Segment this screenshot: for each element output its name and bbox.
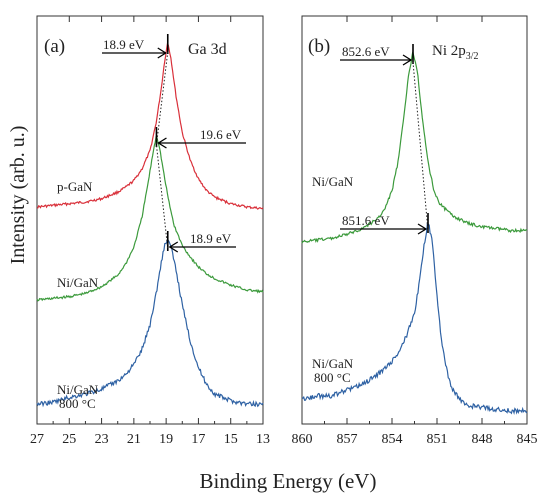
- peak-arrow-head: [168, 241, 179, 253]
- panel-a: (a) Ga 3d 27 25 23 21 19 17 15 13 p-GaN Ni/GaN Ni…: [30, 15, 270, 447]
- peak-arrow-head: [402, 54, 413, 66]
- panel-b-annotations: 852.6 eV 851.6 eV: [340, 44, 429, 235]
- series-label: Ni/GaN: [57, 382, 99, 397]
- peak-value-label: 851.6 eV: [342, 213, 390, 228]
- panel-b-tick-label: 857: [337, 432, 358, 447]
- panel-b-tick-label: 848: [472, 432, 493, 447]
- panel-a-ticks: 27 25 23 21 19 17 15 13: [30, 16, 270, 447]
- peak-arrow-head: [157, 137, 167, 149]
- panel-a-tick-label: 21: [127, 432, 141, 447]
- peak-arrow-head: [417, 223, 428, 235]
- panel-b-label: (b): [308, 36, 330, 57]
- series-label: 800 °C: [314, 370, 351, 385]
- panel-b-element-main: Ni 2p: [432, 43, 466, 59]
- panel-b: (b) Ni 2p3/2 860 857 854 851 848 845 Ni/GaN Ni…: [292, 15, 538, 447]
- panel-a-tick-label: 13: [256, 432, 270, 447]
- series-ni-gan-line: [36, 135, 264, 302]
- y-axis-title: Intensity (arb. u.): [7, 126, 29, 265]
- panel-a-annotations: 18.9 eV 19.6 eV 18.9 eV: [102, 34, 246, 253]
- series-ni-gan-800-c-line: [301, 222, 528, 415]
- x-axis-title: Binding Energy (eV): [200, 469, 377, 493]
- series-label: Ni/GaN: [312, 174, 354, 189]
- panel-a-frame: [36, 15, 264, 425]
- panel-b-element-sub: 3/2: [466, 51, 479, 62]
- peak-arrow-head: [157, 47, 167, 59]
- panel-a-tick-label: 27: [30, 432, 44, 447]
- peak-value-label: 18.9 eV: [103, 37, 145, 52]
- peak-shift-connector: [412, 61, 429, 232]
- peak-value-label: 852.6 eV: [342, 44, 390, 59]
- panel-b-tick-label: 854: [382, 432, 403, 447]
- panel-a-label: (a): [44, 36, 65, 57]
- panel-b-tick-label: 851: [427, 432, 448, 447]
- series-ni-gan-800-c-line: [36, 238, 264, 408]
- panel-a-tick-label: 15: [224, 432, 238, 447]
- panel-a-tick-label: 23: [95, 432, 109, 447]
- peak-value-label: 19.6 eV: [200, 127, 242, 142]
- panel-b-tick-label: 845: [517, 432, 538, 447]
- series-label: Ni/GaN: [57, 275, 99, 290]
- panel-a-element-label: Ga 3d: [188, 41, 227, 58]
- peak-value-label: 18.9 eV: [190, 231, 232, 246]
- panel-a-tick-label: 19: [159, 432, 173, 447]
- panel-b-tick-label: 860: [292, 432, 313, 447]
- series-label: 800 °C: [59, 396, 96, 411]
- panel-b-element-label: Ni 2p3/2: [432, 43, 479, 62]
- series-label: p-GaN: [57, 179, 93, 194]
- series-ni-gan-line: [301, 51, 528, 244]
- panel-a-tick-label: 17: [191, 432, 205, 447]
- series-label: Ni/GaN: [312, 356, 354, 371]
- series-p-gan-line: [36, 43, 264, 210]
- panel-a-tick-label: 25: [62, 432, 76, 447]
- panel-b-ticks: 860 857 854 851 848 845: [292, 16, 538, 447]
